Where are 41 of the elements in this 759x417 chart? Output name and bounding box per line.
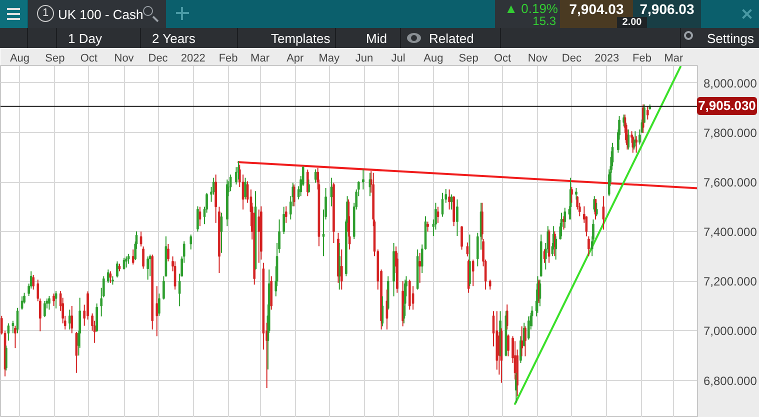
text: Mid: [366, 30, 387, 48]
x-tick-label: May: [318, 52, 340, 64]
x-tick-label: Oct: [494, 52, 512, 64]
text: Settings: [707, 30, 754, 48]
text: 7,904.03: [568, 1, 625, 17]
text: 2.00: [617, 17, 647, 28]
text: 7,906.03: [638, 1, 696, 17]
y-tick-label: 7,400.000: [704, 225, 758, 240]
x-tick-label: 2023: [594, 52, 620, 64]
chart-title: UK 100 - Cash: [58, 6, 144, 24]
ref-line-label: 7,905.030: [697, 96, 757, 115]
y-tick-label: 6,800.000: [704, 374, 758, 388]
y-tick-label: 8,000.000: [704, 76, 758, 90]
x-tick-label: Dec: [148, 52, 168, 64]
x-tick-label: Mar: [664, 52, 684, 64]
x-tick-label: Feb: [218, 52, 238, 64]
x-tick-label: Nov: [528, 52, 548, 64]
text: Templates: [271, 30, 330, 48]
x-tick-label: Dec: [562, 52, 582, 64]
x-tick-label: Oct: [80, 52, 98, 64]
x-tick-label: 2022: [180, 52, 206, 64]
x-tick-label: Mar: [250, 52, 270, 64]
x-tick-label: Sep: [458, 52, 478, 64]
y-tick-label: 7,800.000: [704, 126, 758, 140]
y-tick-label: 7,000.000: [704, 324, 758, 338]
x-tick-label: Aug: [10, 52, 30, 64]
text: Related: [429, 30, 474, 48]
x-tick-label: Feb: [632, 52, 652, 64]
y-tick-label: 7,600.000: [704, 176, 758, 190]
x-tick-label: Jul: [391, 52, 406, 64]
x-tick-label: Aug: [424, 52, 444, 64]
text: 15.3: [532, 14, 556, 28]
x-tick-label: Jun: [355, 52, 374, 64]
x-tick-label: Apr: [286, 52, 304, 64]
y-tick-label: 7,200.000: [704, 274, 758, 289]
text: 1: [37, 5, 54, 22]
x-tick-label: Sep: [45, 52, 65, 64]
x-tick-label: Nov: [114, 52, 134, 64]
text: 2 Years: [152, 30, 196, 48]
text: 1 Day: [68, 30, 102, 48]
text: ▲ 0.19%: [504, 1, 558, 16]
